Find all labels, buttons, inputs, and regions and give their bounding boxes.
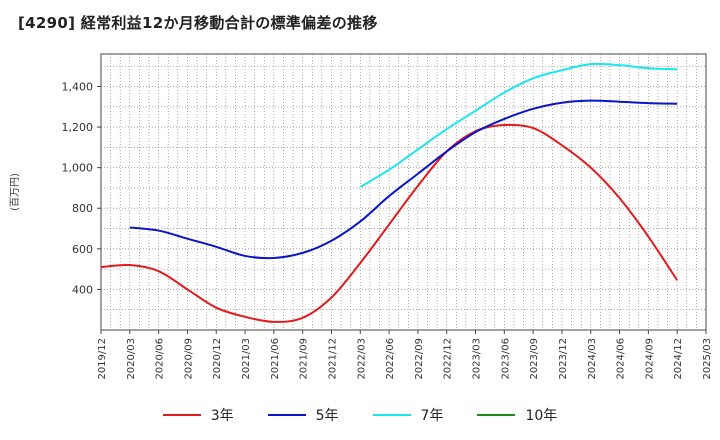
x-tick-label: 2021/09 bbox=[299, 338, 310, 380]
x-tick-label: 2021/03 bbox=[241, 338, 252, 380]
x-tick-label: 2020/03 bbox=[126, 338, 137, 380]
series-line-2 bbox=[359, 62, 678, 188]
legend-swatch bbox=[162, 414, 201, 416]
x-tick-label: 2023/09 bbox=[529, 338, 540, 380]
plot-frame bbox=[100, 53, 707, 331]
legend-label: 3年 bbox=[210, 408, 234, 424]
x-tick-label: 2025/03 bbox=[702, 338, 713, 380]
y-tick-label: 1,400 bbox=[62, 80, 94, 93]
x-tick-label: 2023/06 bbox=[500, 338, 511, 380]
legend-swatch bbox=[477, 414, 516, 416]
x-tick-label: 2024/03 bbox=[587, 338, 598, 380]
x-tick-label: 2022/06 bbox=[385, 338, 396, 380]
legend-item: 3年 bbox=[162, 405, 234, 425]
legend-item: 5年 bbox=[267, 405, 339, 425]
y-tick-label: 800 bbox=[72, 202, 93, 215]
y-tick-label: 600 bbox=[72, 243, 93, 256]
legend-item: 10年 bbox=[477, 405, 557, 425]
y-tick-label: 1,000 bbox=[62, 162, 94, 175]
series-line-0 bbox=[100, 123, 679, 323]
x-tick-label: 2021/12 bbox=[327, 338, 338, 380]
x-tick-label: 2022/09 bbox=[414, 338, 425, 380]
x-tick-label: 2024/09 bbox=[644, 338, 655, 380]
series-line-1 bbox=[129, 99, 678, 260]
legend-label: 10年 bbox=[525, 408, 558, 424]
y-tick-label: 1,200 bbox=[62, 121, 94, 134]
series-lines bbox=[100, 62, 679, 323]
x-tick-label: 2019/12 bbox=[97, 338, 108, 380]
legend-label: 5年 bbox=[315, 408, 339, 424]
x-tick-label: 2024/06 bbox=[616, 338, 627, 380]
x-tick-label: 2020/12 bbox=[212, 338, 223, 380]
x-tick-label: 2023/12 bbox=[558, 338, 569, 380]
y-axis-label: (百万円) bbox=[9, 173, 21, 211]
x-tick-label: 2021/06 bbox=[270, 338, 281, 380]
legend-label: 7年 bbox=[420, 408, 444, 424]
legend: 3年 5年 7年 10年 bbox=[0, 405, 720, 425]
x-tick-label: 2020/09 bbox=[183, 338, 194, 380]
legend-swatch bbox=[372, 414, 411, 416]
x-axis-ticks: 2019/12 2020/03 2020/06 2020/09 2020/12 2021/… bbox=[97, 330, 713, 380]
legend-swatch bbox=[267, 414, 306, 416]
x-tick-label: 2023/03 bbox=[472, 338, 483, 380]
chart-title: [4290] 経常利益12か月移動合計の標準偏差の推移 bbox=[18, 14, 378, 32]
legend-item: 7年 bbox=[372, 405, 444, 425]
x-tick-label: 2020/06 bbox=[155, 338, 166, 380]
x-tick-label: 2024/12 bbox=[673, 338, 684, 380]
y-tick-label: 400 bbox=[72, 283, 93, 296]
x-tick-label: 2022/12 bbox=[443, 338, 454, 380]
x-tick-label: 2022/03 bbox=[356, 338, 367, 380]
y-axis-ticks: 400 600 800 1,000 1,200 1,400 bbox=[62, 80, 101, 296]
